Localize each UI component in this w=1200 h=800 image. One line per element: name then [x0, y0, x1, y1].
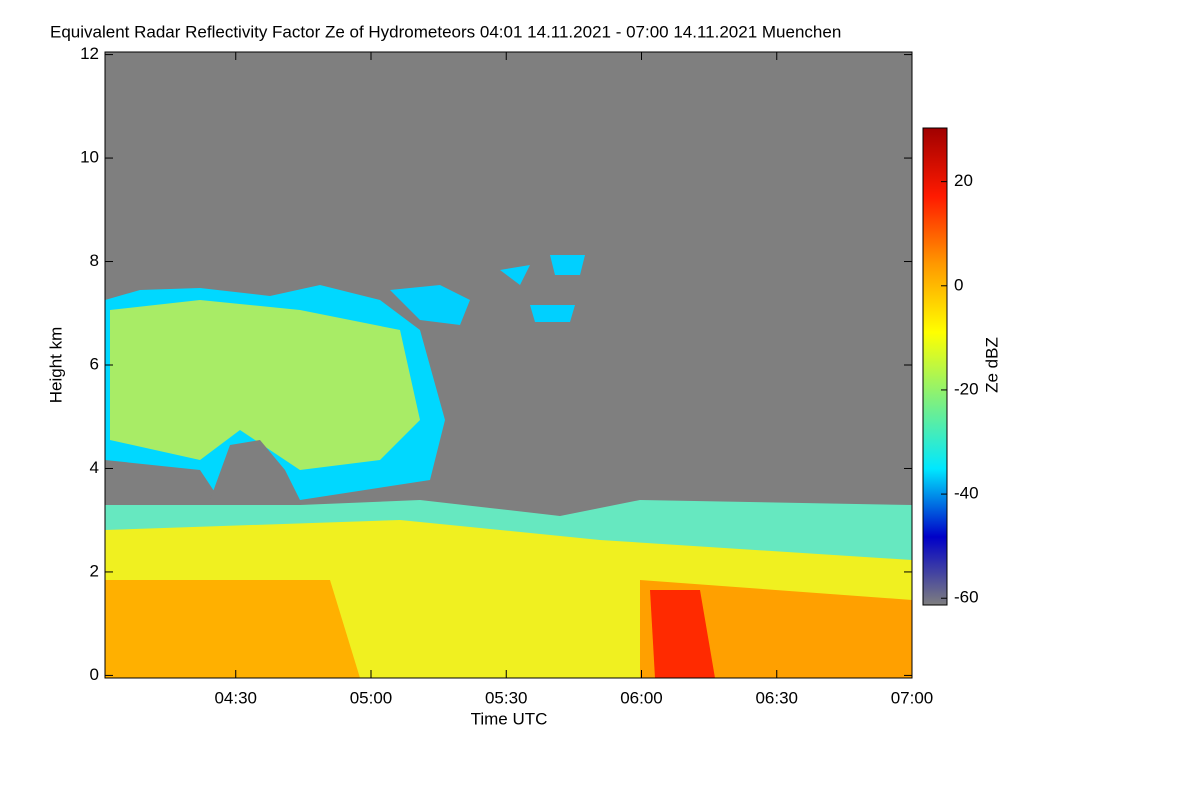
x-tick-label: 05:30: [485, 688, 528, 707]
echo-rain-peak: [650, 590, 715, 678]
colorbar-tick-label: 20: [954, 171, 973, 190]
echo-cirrus: [390, 255, 585, 325]
x-tick-label: 05:00: [350, 688, 393, 707]
echo-gap: [210, 440, 300, 500]
chart-title: Equivalent Radar Reflectivity Factor Ze …: [50, 22, 841, 41]
y-tick-label: 12: [80, 44, 99, 63]
x-tick-label: 07:00: [891, 688, 934, 707]
y-tick-label: 2: [90, 561, 99, 580]
colorbar-tick-label: -60: [954, 588, 979, 607]
y-tick-label: 0: [90, 665, 99, 684]
reflectivity-field: [105, 52, 912, 678]
y-tick-label: 6: [90, 354, 99, 373]
y-axis-label: Height km: [46, 327, 65, 404]
echo-upper-core: [110, 300, 420, 470]
x-tick-label: 06:00: [620, 688, 663, 707]
x-tick-label: 06:30: [755, 688, 798, 707]
colorbar: [922, 127, 948, 606]
x-axis-label: Time UTC: [471, 709, 548, 728]
y-tick-label: 10: [80, 148, 99, 167]
colorbar-label: Ze dBZ: [982, 337, 1001, 393]
colorbar-tick-label: -40: [954, 484, 979, 503]
colorbar-tick-label: -20: [954, 379, 979, 398]
colorbar-tick-label: 0: [954, 275, 963, 294]
y-tick-label: 8: [90, 251, 99, 270]
y-tick-label: 4: [90, 458, 99, 477]
x-tick-label: 04:30: [214, 688, 257, 707]
echo-rain-west: [105, 580, 360, 678]
